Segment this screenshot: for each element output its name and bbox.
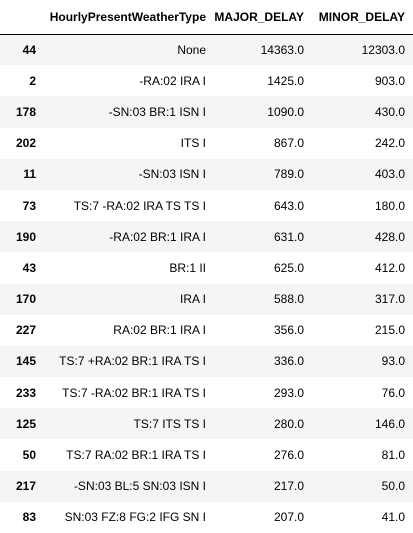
- table-row: 170 IRA I 588.0 317.0: [0, 283, 413, 315]
- row-index: 44: [22, 42, 36, 57]
- weather-type-column-header: HourlyPresentWeatherType: [44, 0, 214, 35]
- table-header: HourlyPresentWeatherType MAJOR_DELAY MIN…: [0, 0, 413, 35]
- minor-delay-cell: 41.0: [381, 510, 405, 525]
- table-row: 125 TS:7 ITS TS I 280.0 146.0: [0, 408, 413, 440]
- major-delay-cell: 588.0: [273, 292, 304, 307]
- minor-delay-cell: 317.0: [374, 292, 405, 307]
- weather-type-cell: None: [177, 42, 206, 57]
- row-index: 2: [29, 73, 36, 88]
- table-row: 50 TS:7 RA:02 BR:1 IRA TS I 276.0 81.0: [0, 439, 413, 471]
- table-row: 11 -SN:03 ISN I 789.0 403.0: [0, 158, 413, 190]
- minor-delay-cell: 50.0: [381, 479, 405, 494]
- weather-type-cell: -RA:02 IRA I: [139, 73, 206, 88]
- major-delay-cell: 1090.0: [267, 104, 304, 119]
- weather-type-cell: -RA:02 BR:1 IRA I: [109, 229, 206, 244]
- table-row: 233 TS:7 -RA:02 BR:1 IRA TS I 293.0 76.0: [0, 377, 413, 409]
- minor-delay-cell: 76.0: [381, 385, 405, 400]
- weather-type-cell: -SN:03 BR:1 ISN I: [108, 104, 206, 119]
- row-index: 227: [15, 323, 36, 338]
- major-delay-cell: 217.0: [273, 479, 304, 494]
- table-row: 202 ITS I 867.0 242.0: [0, 127, 413, 159]
- weather-type-cell: TS:7 -RA:02 BR:1 IRA TS I: [62, 385, 206, 400]
- minor-delay-column-header: MINOR_DELAY: [312, 0, 413, 35]
- weather-type-cell: ITS I: [180, 136, 206, 151]
- index-column-header: [0, 0, 44, 35]
- table-row: 178 -SN:03 BR:1 ISN I 1090.0 430.0: [0, 96, 413, 128]
- weather-type-cell: IRA I: [179, 292, 206, 307]
- major-delay-column-header: MAJOR_DELAY: [214, 0, 312, 35]
- major-delay-cell: 643.0: [273, 198, 304, 213]
- row-index: 83: [22, 510, 36, 525]
- table-row: 43 BR:1 II 625.0 412.0: [0, 252, 413, 284]
- major-delay-cell: 14363.0: [260, 42, 304, 57]
- row-index: 50: [22, 448, 36, 463]
- major-delay-cell: 867.0: [273, 136, 304, 151]
- major-delay-cell: 276.0: [273, 448, 304, 463]
- row-index: 202: [15, 136, 36, 151]
- row-index: 43: [22, 260, 36, 275]
- minor-delay-cell: 412.0: [374, 260, 405, 275]
- minor-delay-cell: 215.0: [374, 323, 405, 338]
- weather-type-cell: SN:03 FZ:8 FG:2 IFG SN I: [64, 510, 206, 525]
- minor-delay-cell: 180.0: [374, 198, 405, 213]
- table-body: 44 None 14363.0 12303.0 2 -RA:02 IRA I 1…: [0, 34, 413, 533]
- row-index: 11: [23, 167, 36, 182]
- row-index: 170: [15, 292, 36, 307]
- table-row: 145 TS:7 +RA:02 BR:1 IRA TS I 336.0 93.0: [0, 345, 413, 378]
- minor-delay-cell: 242.0: [374, 136, 405, 151]
- table-row: 190 -RA:02 BR:1 IRA I 631.0 428.0: [0, 221, 413, 253]
- major-delay-cell: 1425.0: [267, 73, 304, 88]
- weather-type-cell: RA:02 BR:1 IRA I: [113, 323, 206, 338]
- header-row: HourlyPresentWeatherType MAJOR_DELAY MIN…: [0, 0, 413, 35]
- row-index: 73: [22, 198, 36, 213]
- minor-delay-cell: 81.0: [381, 448, 405, 463]
- row-index: 190: [15, 229, 36, 244]
- table-row: 44 None 14363.0 12303.0: [0, 34, 413, 66]
- weather-type-cell: BR:1 II: [169, 260, 206, 275]
- row-index: 178: [15, 104, 36, 119]
- minor-delay-cell: 430.0: [374, 104, 405, 119]
- table-row: 83 SN:03 FZ:8 FG:2 IFG SN I 207.0 41.0: [0, 501, 413, 533]
- weather-type-cell: TS:7 +RA:02 BR:1 IRA TS I: [59, 354, 206, 369]
- weather-type-cell: TS:7 ITS TS I: [133, 416, 206, 431]
- minor-delay-cell: 428.0: [374, 229, 405, 244]
- weather-type-cell: -SN:03 BL:5 SN:03 ISN I: [73, 479, 206, 494]
- table-row: 2 -RA:02 IRA I 1425.0 903.0: [0, 65, 413, 97]
- table-row: 73 TS:7 -RA:02 IRA TS TS I 643.0 180.0: [0, 189, 413, 222]
- table-row: 217 -SN:03 BL:5 SN:03 ISN I 217.0 50.0: [0, 470, 413, 502]
- major-delay-cell: 207.0: [273, 510, 304, 525]
- minor-delay-cell: 12303.0: [361, 42, 405, 57]
- major-delay-cell: 356.0: [273, 323, 304, 338]
- row-index: 233: [15, 385, 36, 400]
- table-row: 227 RA:02 BR:1 IRA I 356.0 215.0: [0, 314, 413, 346]
- major-delay-cell: 631.0: [273, 229, 304, 244]
- row-index: 125: [15, 416, 36, 431]
- row-index: 217: [15, 479, 36, 494]
- weather-type-cell: TS:7 RA:02 BR:1 IRA TS I: [66, 448, 206, 463]
- minor-delay-cell: 903.0: [374, 73, 405, 88]
- major-delay-cell: 280.0: [273, 416, 304, 431]
- major-delay-cell: 293.0: [273, 385, 304, 400]
- minor-delay-cell: 93.0: [381, 354, 405, 369]
- major-delay-cell: 789.0: [273, 167, 304, 182]
- weather-type-cell: TS:7 -RA:02 IRA TS TS I: [73, 198, 206, 213]
- major-delay-cell: 625.0: [273, 260, 304, 275]
- minor-delay-cell: 146.0: [374, 416, 405, 431]
- row-index: 145: [15, 354, 36, 369]
- major-delay-cell: 336.0: [273, 354, 304, 369]
- minor-delay-cell: 403.0: [374, 167, 405, 182]
- weather-type-cell: -SN:03 ISN I: [138, 167, 206, 182]
